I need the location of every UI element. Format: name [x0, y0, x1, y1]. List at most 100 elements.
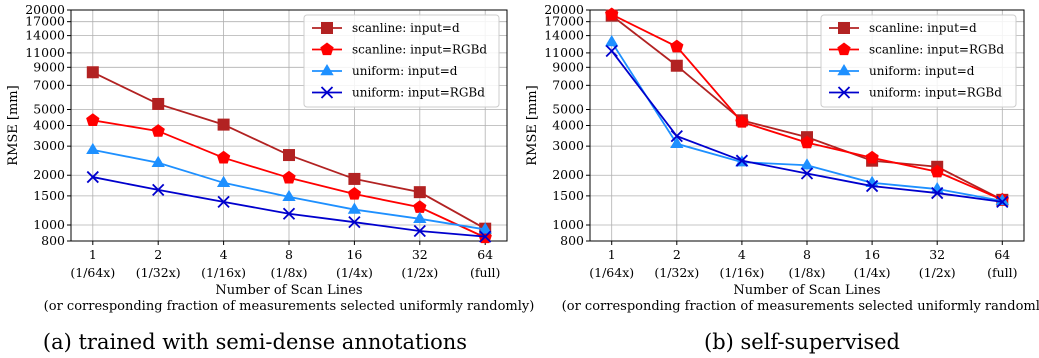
panel-caption: (b) self-supervised	[704, 330, 900, 354]
legend-marker	[320, 86, 334, 99]
y-tick-label: 1000	[552, 217, 584, 232]
x-tick-label: 16	[346, 247, 362, 262]
y-tick-label: 2000	[552, 167, 584, 182]
series-x	[605, 44, 1009, 209]
legend-marker	[837, 64, 851, 76]
x-tick-sublabel: (1/2x)	[401, 265, 438, 280]
data-point	[283, 149, 295, 162]
x-tick-sublabel: (1/16x)	[719, 265, 764, 280]
data-point	[670, 136, 684, 148]
x-tick-label: 4	[220, 247, 228, 262]
y-tick-label: 5000	[552, 101, 584, 116]
y-tick-label: 5000	[33, 101, 65, 116]
legend-marker	[837, 86, 851, 99]
x-tick-sublabel: (1/8x)	[789, 265, 826, 280]
y-axis-label: RMSE [mm]	[525, 85, 540, 165]
y-tick-label: 4000	[552, 118, 584, 133]
legend-label: scanline: input=RGBd	[869, 43, 1004, 57]
legend-label: scanline: input=RGBd	[352, 43, 487, 57]
data-point	[216, 175, 231, 188]
data-point	[348, 172, 361, 185]
x-tick-sublabel: (1/2x)	[919, 265, 956, 280]
y-tick-label: 17000	[544, 14, 584, 29]
data-point	[347, 187, 362, 200]
legend-label: uniform: input=RGBd	[352, 86, 485, 100]
data-point	[800, 158, 814, 170]
legend-marker	[321, 22, 333, 34]
x-tick-sublabel: (1/32x)	[654, 265, 699, 280]
legend-label: uniform: input=RGBd	[869, 86, 1002, 100]
legend-box	[820, 14, 1017, 108]
data-point	[282, 170, 296, 184]
x-tick-label: 2	[673, 247, 681, 262]
panel-caption: (a) trained with semi-dense annotations	[43, 330, 467, 354]
x-tick-label: 32	[412, 247, 428, 262]
x-tick-label: 8	[285, 247, 293, 262]
y-tick-label: 3000	[33, 138, 65, 153]
y-tick-label: 800	[41, 233, 65, 248]
data-point	[670, 39, 684, 53]
x-tick-sublabel: (1/8x)	[271, 265, 308, 280]
x-tick-label: 1	[89, 247, 97, 262]
data-point	[282, 207, 296, 220]
x-tick-label: 4	[738, 247, 746, 262]
legend-marker	[837, 42, 851, 56]
data-point	[996, 195, 1009, 209]
x-axis-sublabel: (or corresponding fraction of measuremen…	[562, 299, 1039, 314]
data-point	[605, 7, 619, 21]
data-point	[413, 211, 427, 224]
y-tick-label: 7000	[552, 77, 584, 92]
legend-marker	[320, 64, 334, 76]
data-point	[348, 216, 361, 229]
data-point	[865, 175, 879, 188]
data-point	[478, 222, 492, 234]
x-tick-label: 64	[477, 247, 493, 262]
data-point	[86, 113, 100, 126]
data-point	[735, 154, 749, 167]
data-point	[670, 59, 683, 72]
x-tick-sublabel: (full)	[470, 265, 500, 280]
legend-marker	[838, 22, 850, 34]
x-tick-label: 32	[929, 247, 945, 262]
data-point	[930, 164, 944, 178]
x-tick-label: 16	[864, 247, 880, 262]
x-axis-label: Number of Scan Lines	[215, 283, 362, 298]
data-point	[347, 202, 362, 214]
data-point	[86, 170, 99, 184]
y-tick-label: 9000	[552, 59, 584, 74]
y-tick-label: 20000	[544, 2, 584, 17]
data-point	[151, 124, 165, 137]
data-point	[86, 142, 100, 155]
x-axis-sublabel: (or corresponding fraction of measuremen…	[44, 299, 535, 314]
data-point	[670, 129, 683, 143]
x-tick-label: 1	[608, 247, 616, 262]
x-tick-sublabel: (1/64x)	[589, 265, 634, 280]
y-tick-label: 1500	[552, 188, 584, 203]
y-tick-label: 9000	[33, 59, 65, 74]
y-tick-label: 17000	[25, 14, 65, 29]
data-point	[865, 150, 879, 164]
data-point	[931, 186, 944, 200]
y-tick-label: 7000	[33, 77, 65, 92]
legend: scanline: input=d scanline: input=RGBd uni…	[303, 14, 500, 108]
data-point	[413, 200, 427, 213]
y-tick-label: 11000	[544, 45, 584, 60]
data-point	[479, 230, 492, 243]
data-point	[282, 189, 296, 202]
data-point	[735, 115, 749, 128]
data-point	[605, 35, 619, 47]
y-tick-label: 1000	[33, 217, 65, 232]
data-point	[800, 167, 814, 180]
y-tick-label: 1500	[33, 188, 65, 203]
x-tick-label: 8	[803, 247, 811, 262]
legend-label: uniform: input=d	[352, 64, 458, 78]
y-tick-label: 14000	[544, 28, 584, 43]
data-point	[413, 224, 426, 238]
x-tick-sublabel: (1/4x)	[336, 265, 373, 280]
y-axis-label: RMSE [mm]	[6, 85, 21, 165]
x-tick-sublabel: (1/32x)	[136, 265, 181, 280]
x-axis-label: Number of Scan Lines	[733, 283, 880, 298]
